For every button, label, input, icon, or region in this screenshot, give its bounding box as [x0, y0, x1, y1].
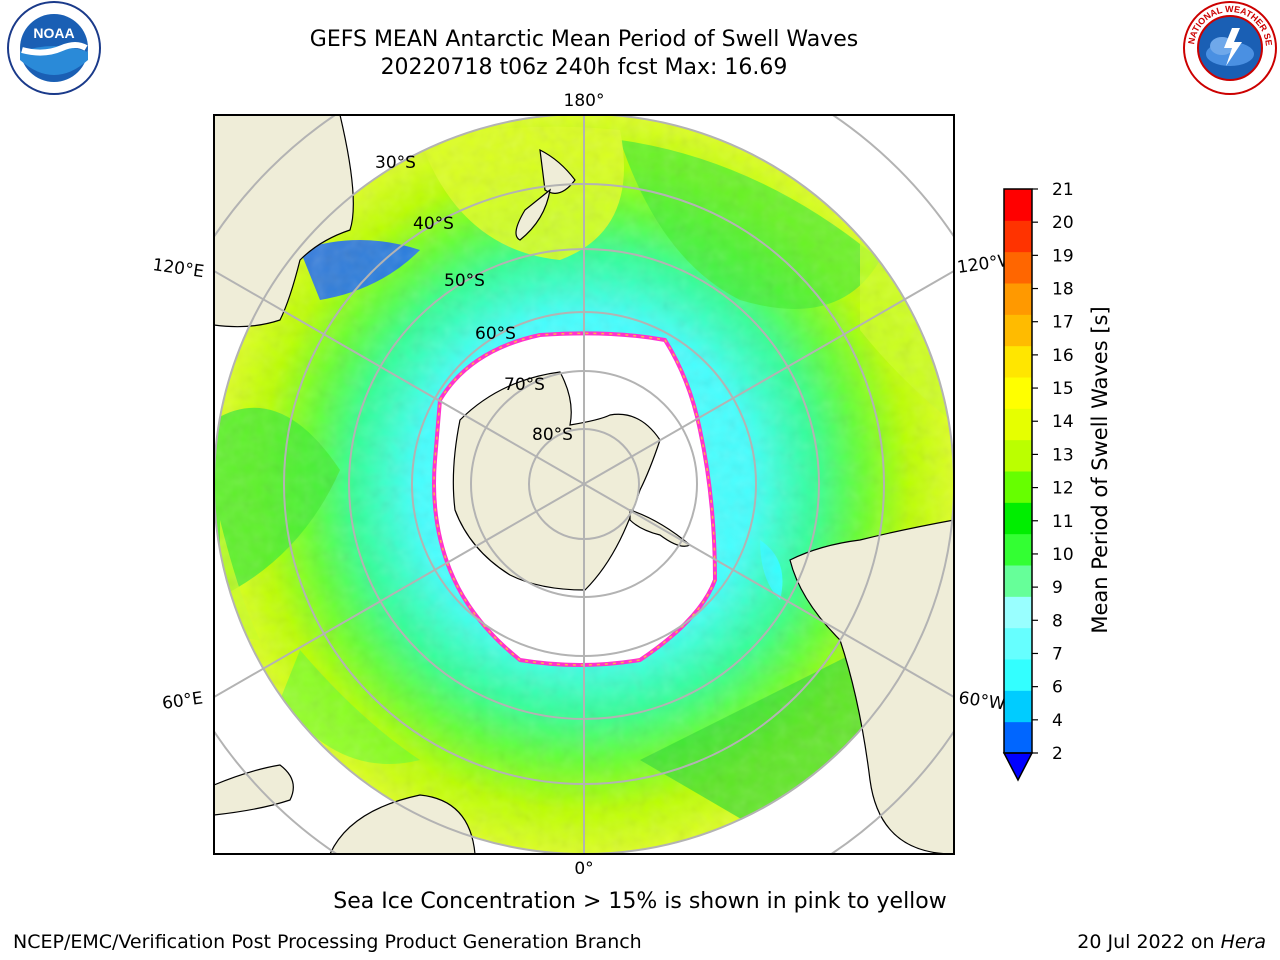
colorbar-swatch [1004, 251, 1032, 284]
noaa-logo-text: NOAA [33, 25, 74, 41]
colorbar-swatch [1004, 596, 1032, 629]
title-line-1: GEFS MEAN Antarctic Mean Period of Swell… [309, 27, 859, 52]
nz-north-island [539, 148, 576, 194]
colorbar-swatch [1004, 502, 1032, 535]
longitude-grid [214, 115, 954, 854]
colorbar-tick-label: 10 [1052, 545, 1074, 565]
colorbar-tick-label: 13 [1052, 445, 1074, 465]
colorbar-outline [1003, 188, 1033, 754]
colorbar-tick-label: 21 [1052, 180, 1074, 200]
lat-label-80s: 80°S [532, 425, 573, 445]
nws-logo: NATIONAL WEATHER SERVICE [1180, 0, 1277, 95]
colorbar-tick-label: 7 [1052, 644, 1063, 664]
colorbar-swatch [1004, 721, 1032, 754]
colorbar-tick-label: 17 [1052, 313, 1074, 333]
colorbar-swatch [1004, 565, 1032, 597]
colorbar-tick-label: 16 [1052, 346, 1074, 366]
footer-branch: NCEP/EMC/Verification Post Processing Pr… [13, 931, 642, 953]
africa-land [329, 794, 476, 854]
colorbar-swatch [1004, 314, 1032, 347]
colorbar-swatch [1004, 220, 1032, 253]
colorbar-tick-label: 9 [1052, 578, 1063, 598]
lon-label-60e: 60°E [161, 688, 204, 713]
colorbar-tick-label: 6 [1052, 678, 1063, 698]
lat-label-50s: 50°S [444, 271, 485, 291]
lat-label-60s: 60°S [475, 324, 516, 344]
colorbar-tick-label: 2 [1052, 744, 1063, 764]
colorbar: 2 4 6 7 8 9 10 11 12 13 14 15 16 17 18 19 20 21 [1002, 180, 1074, 782]
lon-label-60w: 60°W [957, 688, 1006, 714]
latitude-labels: 30°S 40°S 50°S 60°S 70°S 80°S [375, 153, 573, 445]
colorbar-swatch [1004, 659, 1032, 691]
sea-ice-caption: Sea Ice Concentration > 15% is shown in … [333, 889, 947, 914]
colorbar-tick-label: 8 [1052, 611, 1063, 631]
colorbar-tick-label: 19 [1052, 246, 1074, 266]
colorbar-swatch [1004, 377, 1032, 409]
lat-label-30s: 30°S [375, 153, 416, 173]
title-line-2: 20220718 t06z 240h fcst Max: 16.69 [380, 55, 788, 80]
nz-south-island [515, 188, 551, 241]
colorbar-tick-label: 11 [1052, 512, 1074, 532]
lat-label-40s: 40°S [413, 214, 454, 234]
colorbar-swatch [1004, 627, 1032, 660]
footer-host: Hera [1220, 931, 1266, 953]
colorbar-tick-label: 15 [1052, 379, 1074, 399]
colorbar-swatch [1004, 283, 1032, 315]
colorbar-swatch [1004, 345, 1032, 378]
colorbar-swatch [1004, 439, 1032, 472]
lon-label-0: 0° [574, 859, 593, 879]
colorbar-label: Mean Period of Swell Waves [s] [1088, 306, 1112, 633]
lon-label-180: 180° [564, 91, 605, 111]
colorbar-swatch [1004, 408, 1032, 441]
lat-label-70s: 70°S [504, 375, 545, 395]
colorbar-swatch [1004, 189, 1032, 221]
colorbar-swatch [1004, 533, 1032, 566]
map-frame [213, 114, 955, 855]
footer-date-text: 20 Jul 2022 on [1077, 931, 1215, 953]
colorbar-under-triangle [1002, 752, 1034, 782]
sea-ice-inner-edge [433, 332, 716, 666]
colorbar-tick-label: 18 [1052, 280, 1074, 300]
colorbar-tick-label: 14 [1052, 412, 1074, 432]
map-area: 30°S 40°S 50°S 60°S 70°S 80°S [214, 115, 954, 854]
colorbar-swatch [1004, 471, 1032, 503]
colorbar-tick-label: 12 [1052, 479, 1074, 499]
footer-date: 20 Jul 2022 on Hera [1077, 931, 1266, 953]
australia-land [214, 115, 354, 328]
colorbar-swatch [1004, 690, 1032, 723]
colorbar-tick-label: 4 [1052, 711, 1063, 731]
noaa-logo: NOAA [7, 1, 101, 95]
lon-label-120e: 120°E [151, 255, 205, 282]
colorbar-tick-label: 20 [1052, 213, 1074, 233]
